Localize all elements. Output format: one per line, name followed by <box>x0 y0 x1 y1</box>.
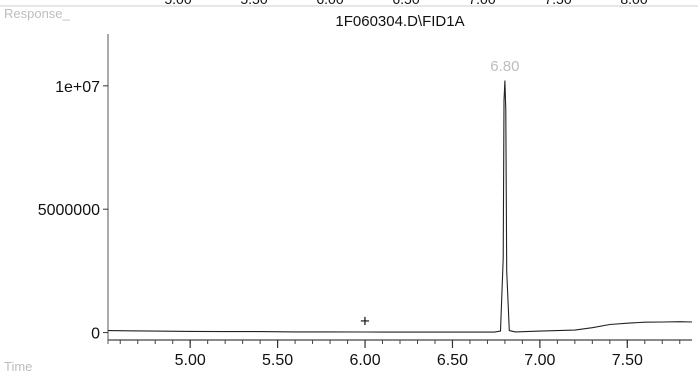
x-tick-label: 5.50 <box>262 352 293 369</box>
x-ticks: 5.00 5.50 6.00 6.50 7.00 7.50 <box>119 340 681 369</box>
x-axis-label: Time <box>4 359 32 374</box>
x-tick-label: 6.00 <box>349 352 380 369</box>
series-line <box>107 80 693 333</box>
peak-label: 6.80 <box>490 58 519 75</box>
top-time-ruler: 5.00 5.50 6.00 6.50 7.00 7.50 8.00 <box>164 0 647 7</box>
top-ruler-label: 5.50 <box>240 0 267 7</box>
y-ticks: 0 5000000 1e+07 <box>38 79 108 343</box>
top-ruler-label: 5.00 <box>164 0 191 7</box>
y-tick-label: 1e+07 <box>55 79 100 96</box>
series-group <box>107 80 693 333</box>
y-tick-label: 5000000 <box>38 202 100 219</box>
x-tick-label: 7.00 <box>524 352 555 369</box>
x-tick-label: 5.00 <box>175 352 206 369</box>
annotations: 6.80 + <box>360 58 519 330</box>
top-ruler-label: 6.00 <box>316 0 343 7</box>
top-ruler-label: 7.50 <box>544 0 571 7</box>
axes <box>107 34 692 344</box>
y-axis-label: Response_ <box>4 6 71 21</box>
marker-plus: + <box>360 311 370 330</box>
chart-title: 1F060304.D\FID1A <box>335 13 464 30</box>
top-ruler-label: 6.50 <box>392 0 419 7</box>
top-ruler-label: 8.00 <box>620 0 647 7</box>
top-ruler-label: 7.00 <box>468 0 495 7</box>
x-tick-label: 7.50 <box>612 352 643 369</box>
y-tick-label: 0 <box>91 326 100 343</box>
x-tick-label: 6.50 <box>437 352 468 369</box>
